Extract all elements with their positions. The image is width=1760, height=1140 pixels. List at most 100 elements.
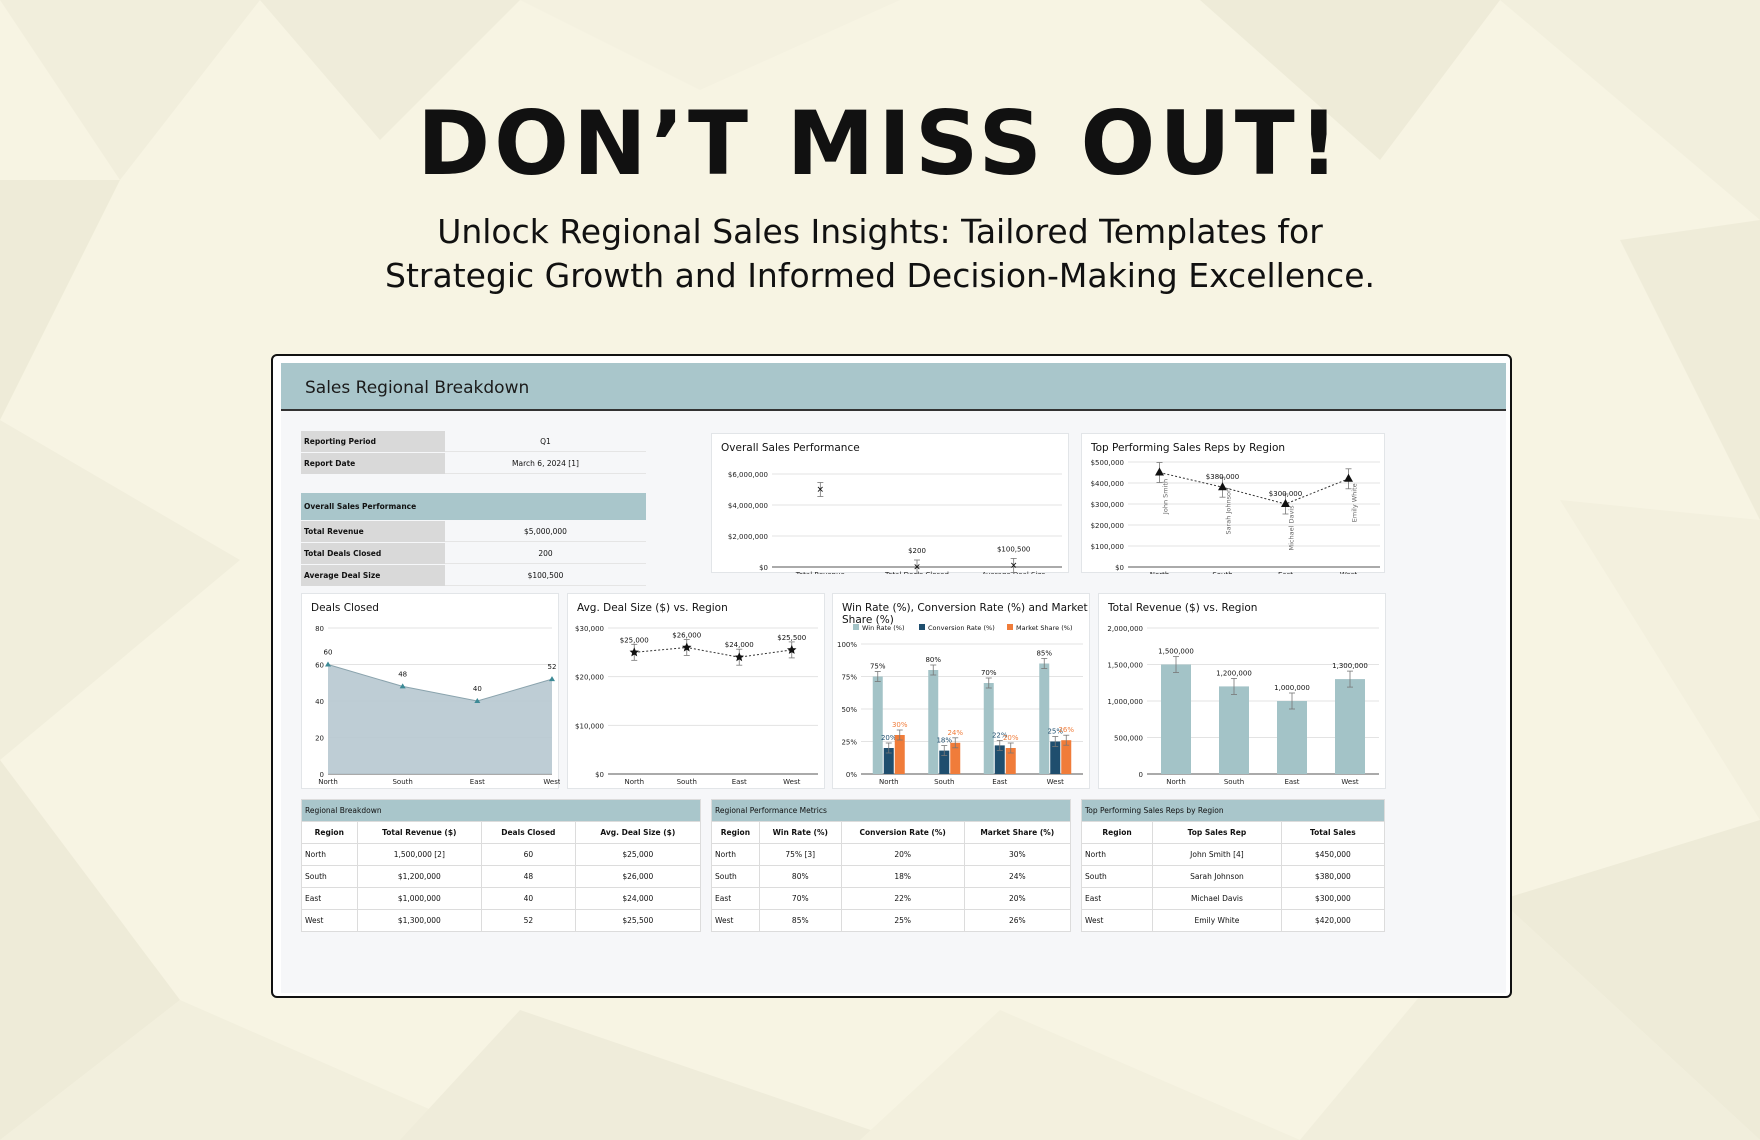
summary-value[interactable]: $100,500 bbox=[527, 571, 564, 580]
table-cell[interactable]: South bbox=[301, 865, 358, 888]
table-header-row: Region Top Sales Rep Total Sales bbox=[1080, 821, 1386, 844]
chart-top-reps[interactable]: Top Performing Sales Reps by Region $0 $1… bbox=[1081, 433, 1385, 579]
column-header[interactable]: Region bbox=[711, 821, 760, 844]
table-cell[interactable]: 60 bbox=[481, 843, 576, 866]
column-header[interactable]: Market Share (%) bbox=[963, 821, 1072, 844]
table-cell[interactable]: North bbox=[711, 843, 760, 866]
table-cell[interactable]: $380,000 bbox=[1280, 865, 1386, 888]
bar bbox=[928, 670, 939, 774]
x-tick-label: South bbox=[1224, 778, 1244, 786]
table-cell[interactable]: 26% bbox=[963, 909, 1072, 932]
table-cell[interactable]: 80% bbox=[758, 865, 842, 888]
table-row: South $1,200,000 48 $26,000 bbox=[301, 865, 702, 888]
data-label: 1,200,000 bbox=[1216, 669, 1252, 677]
table-cell[interactable]: West bbox=[301, 909, 358, 932]
table-cell[interactable]: $300,000 bbox=[1280, 887, 1386, 910]
chart-title: Deals Closed bbox=[311, 602, 379, 614]
column-header[interactable]: Total Sales bbox=[1280, 821, 1386, 844]
table-row: East Michael Davis $300,000 bbox=[1080, 887, 1386, 910]
chart-total-revenue[interactable]: Total Revenue ($) vs. Region 0 500,000 1,0… bbox=[1098, 593, 1386, 789]
table-cell[interactable]: 22% bbox=[840, 887, 965, 910]
table-cell[interactable]: 70% bbox=[758, 887, 842, 910]
table-cell[interactable]: West bbox=[1080, 909, 1154, 932]
data-label: 24% bbox=[947, 729, 963, 737]
table-cell[interactable]: $1,000,000 bbox=[356, 887, 483, 910]
table-cell[interactable]: John Smith [4] bbox=[1152, 843, 1282, 866]
data-label: $26,000 bbox=[672, 631, 701, 639]
table-cell[interactable]: $25,000 bbox=[574, 843, 702, 866]
sheet-header: Sales Regional Breakdown bbox=[281, 363, 1506, 411]
data-label: 18% bbox=[936, 737, 952, 745]
series-line bbox=[327, 664, 553, 702]
data-label: 20% bbox=[881, 734, 897, 742]
column-header[interactable]: Region bbox=[301, 821, 358, 844]
table-row: South Sarah Johnson $380,000 bbox=[1080, 865, 1386, 888]
chart-deals-closed[interactable]: Deals Closed 0 20 40 60 80 North South East West… bbox=[301, 593, 561, 789]
table-row: West 85% 25% 26% bbox=[711, 909, 1072, 932]
table-cell[interactable]: North bbox=[301, 843, 358, 866]
table-row: East $1,000,000 40 $24,000 bbox=[301, 887, 702, 910]
table-cell[interactable]: 52 bbox=[481, 909, 576, 932]
chart-avg-deal[interactable]: Avg. Deal Size ($) vs. Region $0 $10,000 $… bbox=[567, 593, 825, 789]
column-header[interactable]: Deals Closed bbox=[481, 821, 576, 844]
table-row: North 75% [3] 20% 30% bbox=[711, 843, 1072, 866]
data-point-marker: ✕ bbox=[913, 563, 921, 573]
column-header[interactable]: Conversion Rate (%) bbox=[840, 821, 965, 844]
table-cell[interactable]: 24% bbox=[963, 865, 1072, 888]
y-tick-label: $400,000 bbox=[1091, 480, 1124, 488]
y-tick-label: 0% bbox=[846, 771, 857, 779]
table-cell[interactable]: 20% bbox=[963, 887, 1072, 910]
chart-rates[interactable]: Win Rate (%), Conversion Rate (%) and Ma… bbox=[832, 593, 1090, 789]
table-cell[interactable]: East bbox=[301, 887, 358, 910]
table-cell[interactable]: East bbox=[1080, 887, 1154, 910]
table-cell[interactable]: 75% [3] bbox=[758, 843, 842, 866]
summary-value[interactable]: 200 bbox=[538, 549, 553, 558]
table-cell[interactable]: West bbox=[711, 909, 760, 932]
column-header[interactable]: Avg. Deal Size ($) bbox=[574, 821, 702, 844]
table-cell[interactable]: $1,300,000 bbox=[356, 909, 483, 932]
y-tick-label: 50% bbox=[841, 706, 857, 714]
data-point-marker bbox=[549, 676, 555, 682]
x-tick-label: South bbox=[1212, 571, 1232, 574]
table-cell[interactable]: $450,000 bbox=[1280, 843, 1386, 866]
report-date-value[interactable]: March 6, 2024 [1] bbox=[512, 459, 579, 468]
table-cell[interactable]: 18% bbox=[840, 865, 965, 888]
column-header[interactable]: Top Sales Rep bbox=[1152, 821, 1282, 844]
column-header[interactable]: Total Revenue ($) bbox=[356, 821, 483, 844]
sheet-title: Sales Regional Breakdown bbox=[305, 378, 530, 398]
table-cell[interactable]: $420,000 bbox=[1280, 909, 1386, 932]
table-cell[interactable]: 85% bbox=[758, 909, 842, 932]
table-cell[interactable]: 20% bbox=[840, 843, 965, 866]
table-cell[interactable]: North bbox=[1080, 843, 1154, 866]
table-cell[interactable]: $25,500 bbox=[574, 909, 702, 932]
table-cell[interactable]: Emily White bbox=[1152, 909, 1282, 932]
y-tick-label: 80 bbox=[315, 625, 324, 633]
table-cell[interactable]: 48 bbox=[481, 865, 576, 888]
data-point-marker bbox=[1218, 482, 1227, 491]
bar bbox=[950, 742, 961, 774]
bar bbox=[1039, 663, 1050, 774]
table-cell[interactable]: 25% bbox=[840, 909, 965, 932]
table-cell[interactable]: Sarah Johnson bbox=[1152, 865, 1282, 888]
table-cell[interactable]: $24,000 bbox=[574, 887, 702, 910]
x-tick-label: East bbox=[1278, 571, 1293, 574]
column-header[interactable]: Region bbox=[1080, 821, 1154, 844]
summary-value[interactable]: $5,000,000 bbox=[524, 527, 567, 536]
table-cell[interactable]: 1,500,000 [2] bbox=[356, 843, 483, 866]
reporting-period-value[interactable]: Q1 bbox=[540, 437, 551, 446]
bar bbox=[1005, 748, 1016, 774]
table-cell[interactable]: 40 bbox=[481, 887, 576, 910]
table-cell[interactable]: South bbox=[711, 865, 760, 888]
table-cell[interactable]: $1,200,000 bbox=[356, 865, 483, 888]
column-header[interactable]: Win Rate (%) bbox=[758, 821, 842, 844]
table-cell[interactable]: Michael Davis bbox=[1152, 887, 1282, 910]
table-cell[interactable]: 30% bbox=[963, 843, 1072, 866]
chart-overall-sales[interactable]: Overall Sales Performance $0 $2,000,000 $4… bbox=[711, 433, 1069, 579]
y-tick-label: $6,000,000 bbox=[728, 471, 768, 479]
table-cell[interactable]: South bbox=[1080, 865, 1154, 888]
table-cell[interactable]: East bbox=[711, 887, 760, 910]
table-row: South 80% 18% 24% bbox=[711, 865, 1072, 888]
table-row: West $1,300,000 52 $25,500 bbox=[301, 909, 702, 932]
table-header-row: Region Total Revenue ($) Deals Closed Av… bbox=[301, 821, 702, 844]
table-cell[interactable]: $26,000 bbox=[574, 865, 702, 888]
